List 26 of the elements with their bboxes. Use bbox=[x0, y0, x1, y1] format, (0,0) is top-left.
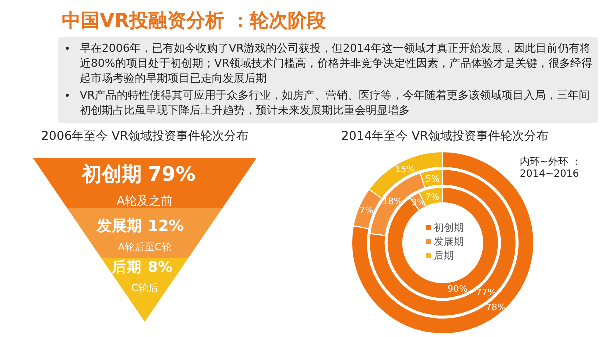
data-label: 12% bbox=[148, 217, 184, 235]
legend-label: 后期 bbox=[434, 250, 454, 262]
data-label: 8% bbox=[148, 260, 174, 276]
category-label: 发展期 bbox=[96, 217, 142, 235]
data-label: 90% bbox=[448, 284, 468, 295]
legend-label: 初创期 bbox=[434, 222, 464, 234]
legend-label: 发展期 bbox=[434, 236, 464, 248]
text: VR产品的特性使得其可应用于众多行业，如房产、营销、医疗等，今年随着更多该领域项目入局，三年间初创期占比虽呈现下降后上升趋势，预计未来发展期比重会明显增多 bbox=[80, 89, 590, 117]
text: 2014~2016 bbox=[520, 169, 580, 180]
text: 内环~外环 ： bbox=[520, 156, 582, 168]
data-label: 15% bbox=[395, 165, 416, 176]
text: C轮后 bbox=[132, 282, 158, 294]
category-label: 初创期 bbox=[81, 162, 142, 186]
data-label: 7% bbox=[360, 206, 374, 216]
text: A轮后至C轮 bbox=[118, 242, 172, 254]
data-label: 78% bbox=[486, 304, 506, 314]
data-label: 79% bbox=[148, 162, 196, 186]
data-label: 5% bbox=[426, 174, 440, 185]
data-label: 77% bbox=[476, 288, 497, 299]
text: 中国VR投融资分析 ：轮次阶段 bbox=[62, 10, 327, 32]
text: 早在2006年，已有如今收购了VR游戏的公司获投，但2014年这一领域才真正开始发展，因此目前仍有将近80%的项目处于初创期；VR领域技术门槛高，价格并非竞争决定性因素，产品体验才是关键，很多经得起市场考验的早期项目已走向发展后期 bbox=[80, 42, 593, 85]
text: 2006年至今 VR领域投资事件轮次分布 bbox=[42, 129, 248, 143]
data-label: 7% bbox=[425, 192, 440, 203]
text: A轮及之前 bbox=[116, 194, 174, 208]
category-label: 后期 bbox=[111, 259, 142, 276]
chart-title: 2014年至今 VR领域投资事件轮次分布 bbox=[342, 129, 548, 143]
